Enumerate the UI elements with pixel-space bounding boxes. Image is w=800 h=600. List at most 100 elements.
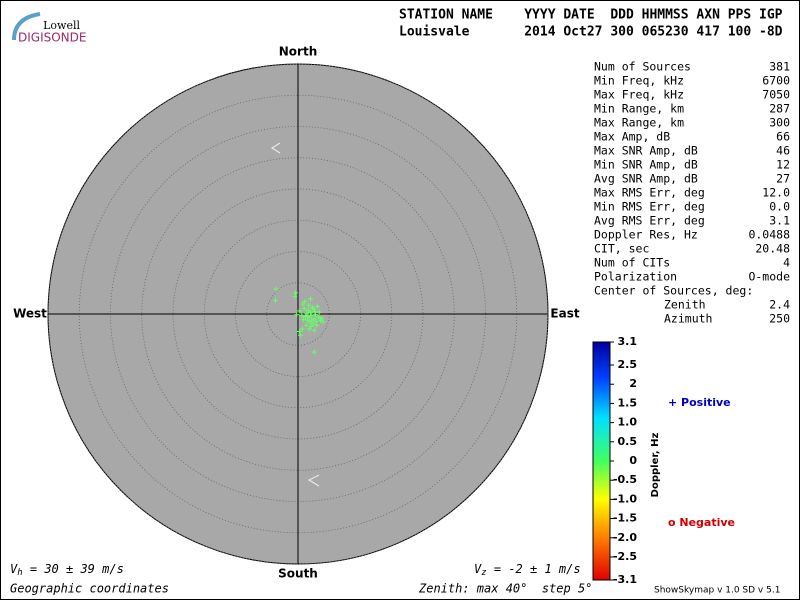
legend-positive: + Positive (668, 396, 731, 409)
stat-label: Max RMS Err, deg (594, 186, 705, 200)
colorbar-tick-label: 0.5 (618, 435, 638, 448)
vh: Vh = 30 ± 39 m/s (10, 562, 124, 578)
stat-label: Max SNR Amp, dB (594, 144, 698, 158)
source-point (311, 306, 317, 312)
coords: Geographic coordinates (10, 582, 169, 596)
source-point (313, 312, 318, 318)
center-title: Center of Sources, deg: (594, 284, 753, 298)
legend-negative: o Negative (668, 516, 735, 529)
colorbar-ticks: 3.1 2.5 2 1.5 1.0 0.5 0 -0.5 -1.0 -1.5 -2.0 -2.5 -3.… (610, 335, 637, 586)
source-point (273, 297, 278, 303)
stat-label: Avg RMS Err, deg (594, 214, 705, 228)
source-point (293, 290, 298, 296)
source-point (292, 294, 298, 299)
colorbar-tick-label: -2.0 (613, 531, 637, 544)
colorbar-tick-label: -3.1 (613, 573, 637, 586)
stat-label: Polarization (594, 270, 677, 284)
west-label: West (13, 307, 47, 321)
direction-marker (270, 142, 320, 487)
center-value: 250 (769, 312, 790, 326)
source-point (299, 326, 305, 332)
stat-label: Doppler Res, Hz (594, 228, 698, 242)
colorbar-tick-label: 0 (629, 454, 637, 467)
colorbar (592, 341, 611, 581)
source-point (309, 312, 315, 318)
stat-label: Min Range, km (594, 102, 684, 116)
skymap (47, 63, 549, 565)
stat-label: Max Amp, dB (594, 130, 670, 144)
source-point (297, 308, 303, 314)
stat-value: 27 (776, 172, 790, 186)
colorbar-tick-label: 3.1 (618, 335, 638, 348)
source-point (314, 304, 320, 309)
header-line: STATION NAME YYYY DATE DDD HHMMSS AXN PP… (399, 8, 783, 23)
colorbar-tick-label: 1.0 (618, 416, 638, 429)
stat-label: Num of CITs (594, 256, 670, 270)
stat-value: 287 (769, 102, 790, 116)
source-point (301, 305, 307, 311)
zenith-note: Zenith: max 40° step 5° (418, 582, 592, 596)
logo-bottom: DIGISONDE (18, 31, 86, 45)
stats: Num of Sources 381 Min Freq, kHz 6700 Max Fr… (594, 60, 790, 326)
source-point (303, 322, 309, 328)
colorbar-label: Doppler, Hz (650, 433, 661, 498)
stat-label: Max Range, km (594, 116, 684, 130)
stat-value: 46 (776, 144, 790, 158)
north-label: North (279, 45, 317, 59)
source-point (316, 309, 322, 315)
vz-symbol: V (474, 562, 482, 576)
stat-value: 6700 (762, 74, 790, 88)
source-point (300, 301, 306, 307)
source-point (320, 319, 326, 325)
source-point (305, 313, 311, 319)
version: ShowSkymap v 1.0 SD v 5.1 (654, 586, 780, 596)
source-point (306, 302, 312, 308)
colorbar-tick-label: 1.5 (618, 396, 638, 409)
stat-label: Num of Sources (594, 60, 691, 74)
stat-value: 20.48 (755, 242, 790, 256)
vh-sub: h (17, 568, 22, 578)
east-label: East (550, 307, 579, 321)
source-point (314, 322, 320, 328)
center-value: 2.4 (769, 298, 790, 312)
source-point (296, 329, 302, 334)
colorbar-tick-label: -2.5 (613, 550, 637, 563)
source-point (308, 296, 313, 302)
vz-text: = -2 ± 1 m/s (487, 562, 581, 576)
vh-symbol: V (10, 562, 18, 576)
stat-value: 0.0488 (748, 228, 790, 242)
stat-value: 381 (769, 60, 790, 74)
source-point (309, 317, 315, 323)
stat-label: Max Freq, kHz (594, 88, 684, 102)
source-point (319, 315, 325, 321)
stat-value: 7050 (762, 88, 790, 102)
source-point (316, 314, 322, 320)
center-label: Zenith (664, 298, 706, 312)
stat-value: 0.0 (769, 200, 790, 214)
stat-value: 4 (783, 256, 790, 270)
logo-arc (12, 12, 41, 41)
vh-text: = 30 ± 39 m/s (23, 562, 124, 576)
header-line: Louisvale 2014 Oct27 300 065230 417 100 … (399, 25, 783, 40)
source-point (299, 312, 305, 318)
colorbar-tick-label: 2 (629, 377, 637, 390)
vz: Vz = -2 ± 1 m/s (474, 562, 581, 578)
source-point (305, 307, 311, 313)
colorbar-tick-label: 2.5 (618, 358, 638, 371)
source-point (273, 286, 279, 292)
stat-value: O-mode (748, 270, 790, 284)
colorbar-tick-label: -0.5 (613, 473, 637, 486)
stat-value: 3.1 (769, 214, 790, 228)
source-point (311, 349, 317, 355)
stat-label: Avg SNR Amp, dB (594, 172, 698, 186)
stat-label: Min SNR Amp, dB (594, 158, 698, 172)
stat-value: 66 (776, 130, 790, 144)
logo-top: Lowell (43, 19, 80, 32)
stat-label: Min RMS Err, deg (594, 200, 705, 214)
south-label: South (278, 567, 318, 581)
stat-label: CIT, sec (594, 242, 649, 256)
source-point (306, 326, 312, 332)
source-point (298, 332, 303, 338)
